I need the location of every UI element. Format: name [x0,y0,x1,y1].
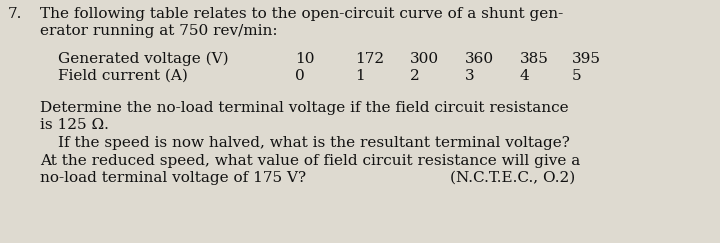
Text: The following table relates to the open-circuit curve of a shunt gen-: The following table relates to the open-… [40,7,563,21]
Text: 3: 3 [465,69,474,83]
Text: 172: 172 [355,52,384,66]
Text: Field current (A): Field current (A) [58,69,188,83]
Text: 385: 385 [520,52,549,66]
Text: Generated voltage (V): Generated voltage (V) [58,52,229,66]
Text: 360: 360 [465,52,494,66]
Text: 2: 2 [410,69,420,83]
Text: 0: 0 [295,69,305,83]
Text: At the reduced speed, what value of field circuit resistance will give a: At the reduced speed, what value of fiel… [40,154,580,168]
Text: 7.: 7. [8,7,22,21]
Text: no-load terminal voltage of 175 V?: no-load terminal voltage of 175 V? [40,171,306,185]
Text: 5: 5 [572,69,582,83]
Text: erator running at 750 rev/min:: erator running at 750 rev/min: [40,24,278,38]
Text: If the speed is now halved, what is the resultant terminal voltage?: If the speed is now halved, what is the … [58,136,570,150]
Text: is 125 Ω.: is 125 Ω. [40,118,109,132]
Text: 1: 1 [355,69,365,83]
Text: (N.C.T.E.C., O.2): (N.C.T.E.C., O.2) [450,171,575,185]
Text: 395: 395 [572,52,601,66]
Text: 10: 10 [295,52,315,66]
Text: Determine the no-load terminal voltage if the field circuit resistance: Determine the no-load terminal voltage i… [40,101,569,115]
Text: 300: 300 [410,52,439,66]
Text: 4: 4 [520,69,530,83]
